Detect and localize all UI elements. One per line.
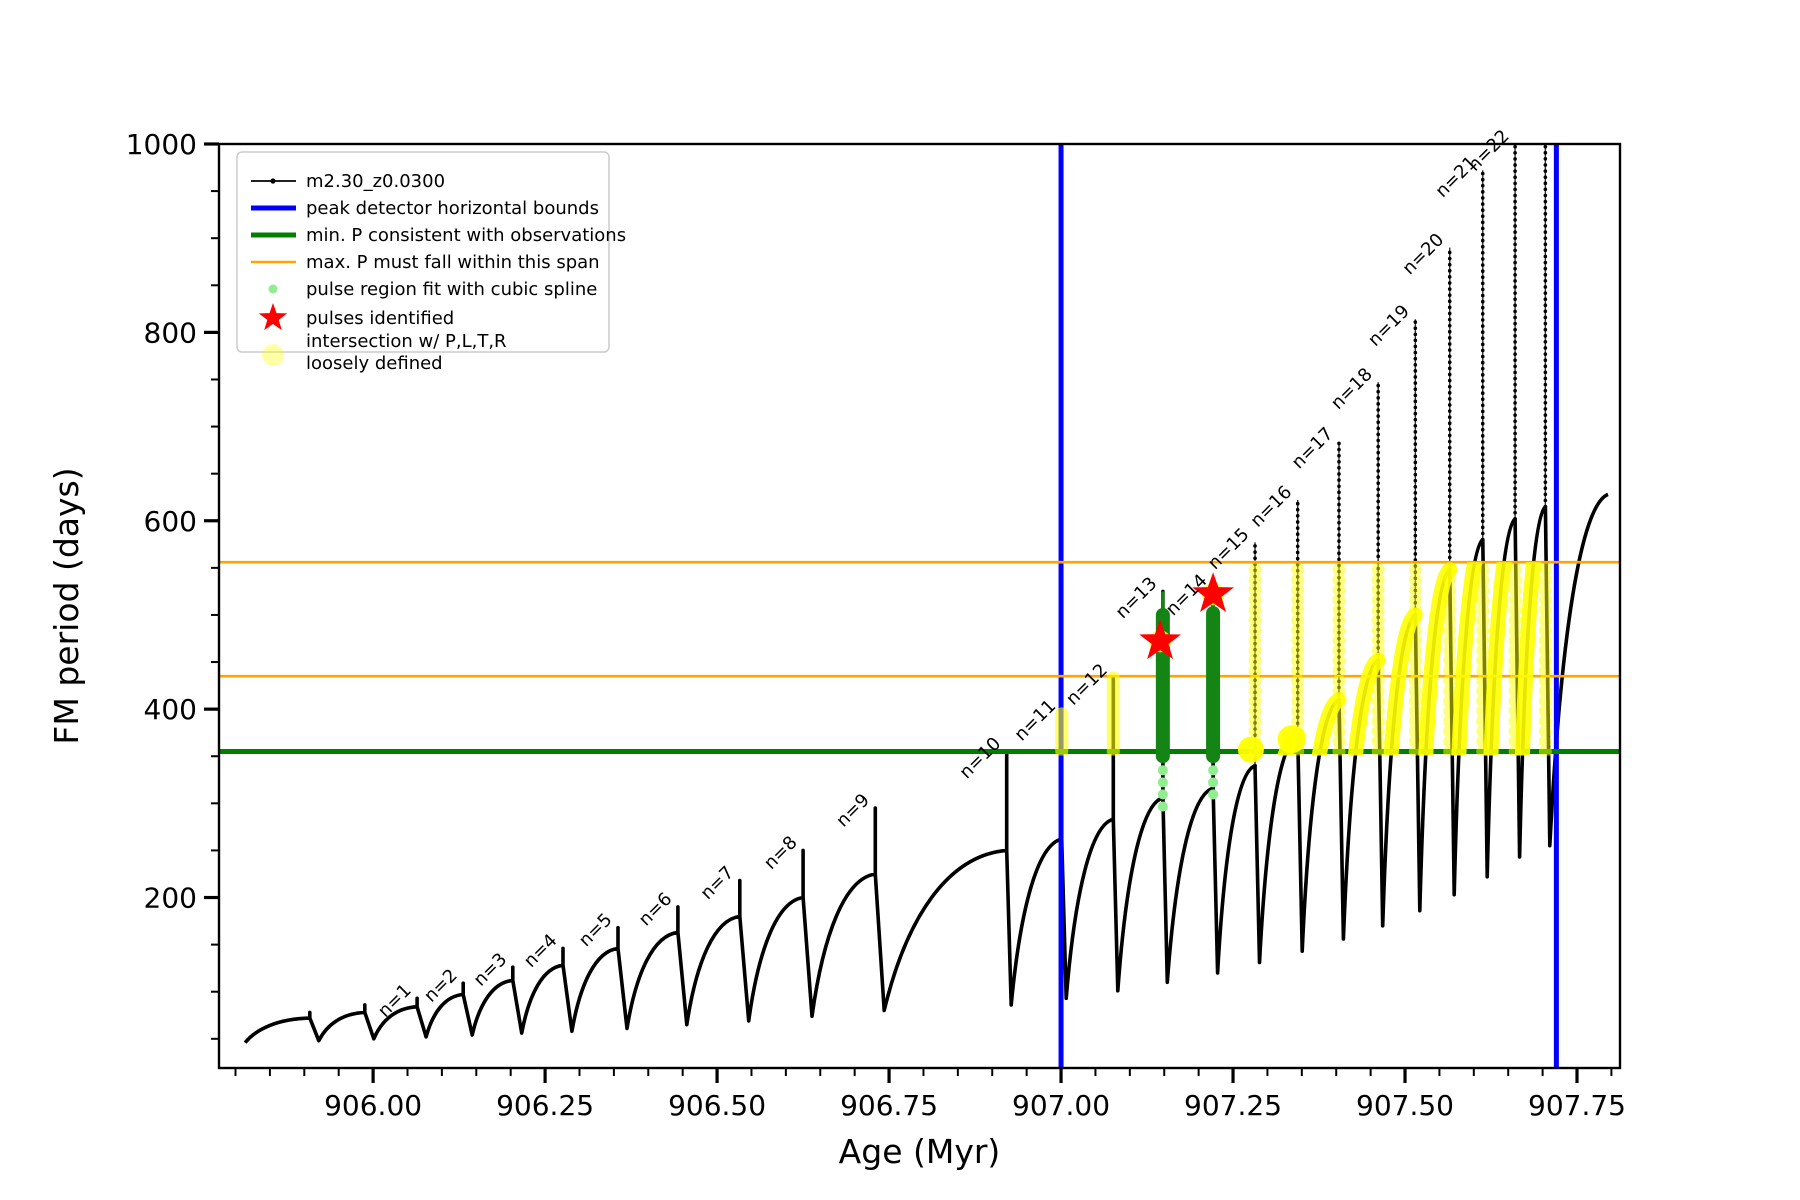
y-tick-label: 600 — [144, 505, 197, 538]
intersection-overlays — [1055, 562, 1552, 756]
x-axis-title: Age (Myr) — [839, 1132, 1001, 1171]
x-tick-label: 907.75 — [1528, 1089, 1626, 1122]
axes: 906.00 906.25 906.50 906.75 907.00 907.25 907.… — [47, 128, 1626, 1171]
plot-border — [217, 142, 1622, 1070]
legend-box — [236, 151, 610, 353]
y-tick-label: 800 — [144, 316, 197, 349]
legend-label: peak detector horizontal bounds — [306, 198, 599, 219]
legend-dot-icon — [268, 284, 278, 294]
x-tick-label: 906.00 — [324, 1089, 422, 1122]
yellow-arc — [1311, 692, 1347, 756]
pulse-star — [1139, 619, 1181, 660]
y-tick-label: 400 — [144, 693, 197, 726]
legend-marker-dot-icon — [270, 178, 276, 184]
y-axis-title: FM period (days) — [47, 467, 86, 744]
x-tick-label: 906.75 — [840, 1089, 938, 1122]
legend-label: loosely defined — [306, 353, 443, 374]
legend-label: min. P consistent with observations — [306, 225, 626, 246]
legend-label: pulses identified — [306, 308, 454, 329]
yellow-blob — [1237, 736, 1264, 763]
yellow-arc — [1483, 562, 1512, 756]
y-tick-label: 1000 — [126, 128, 197, 161]
y-tick-label: 200 — [144, 882, 197, 915]
yellow-arc — [1451, 562, 1483, 756]
legend-intersection-dot-icon — [262, 344, 284, 366]
x-tick-label: 907.25 — [1184, 1089, 1282, 1122]
yellow-arc — [1514, 562, 1542, 756]
legend-label: m2.30_z0.0300 — [306, 171, 445, 192]
legend-star-icon — [258, 303, 288, 331]
pulse-star — [1192, 572, 1234, 612]
yellow-blob — [1277, 725, 1306, 754]
yellow-arc — [1418, 562, 1458, 756]
yellow-arc — [1383, 607, 1423, 756]
legend-label: intersection w/ P,L,T,R — [306, 331, 507, 352]
x-tick-label: 907.50 — [1356, 1089, 1454, 1122]
legend-label: pulse region fit with cubic spline — [306, 279, 597, 300]
x-tick-label: 907.00 — [1012, 1089, 1110, 1122]
yellow-arc — [1347, 652, 1386, 756]
x-tick-label: 906.50 — [668, 1089, 766, 1122]
legend-label: max. P must fall within this span — [306, 252, 600, 273]
x-tick-label: 906.25 — [496, 1089, 594, 1122]
